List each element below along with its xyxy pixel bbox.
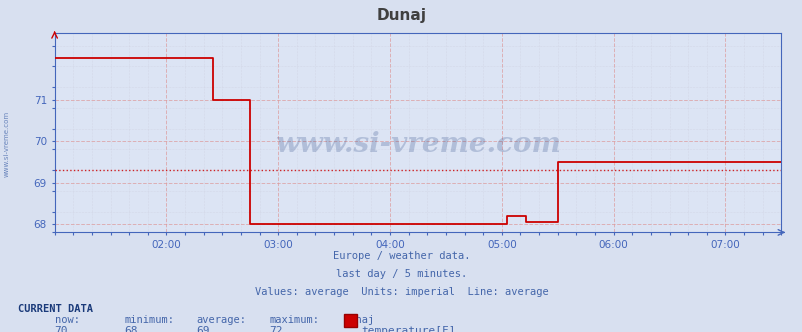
Text: www.si-vreme.com: www.si-vreme.com <box>274 131 561 158</box>
Text: Europe / weather data.: Europe / weather data. <box>332 251 470 261</box>
Text: Dunaj: Dunaj <box>376 8 426 23</box>
Text: temperature[F]: temperature[F] <box>361 326 456 332</box>
Text: last day / 5 minutes.: last day / 5 minutes. <box>335 269 467 279</box>
Text: Dunaj: Dunaj <box>343 315 375 325</box>
Text: 69: 69 <box>196 326 210 332</box>
Text: 68: 68 <box>124 326 138 332</box>
Text: www.si-vreme.com: www.si-vreme.com <box>3 111 9 178</box>
Text: Values: average  Units: imperial  Line: average: Values: average Units: imperial Line: av… <box>254 287 548 297</box>
Text: average:: average: <box>196 315 246 325</box>
Text: maximum:: maximum: <box>269 315 318 325</box>
Text: CURRENT DATA: CURRENT DATA <box>18 304 92 314</box>
Text: 70: 70 <box>55 326 68 332</box>
Text: 72: 72 <box>269 326 282 332</box>
Text: now:: now: <box>55 315 79 325</box>
Text: minimum:: minimum: <box>124 315 174 325</box>
